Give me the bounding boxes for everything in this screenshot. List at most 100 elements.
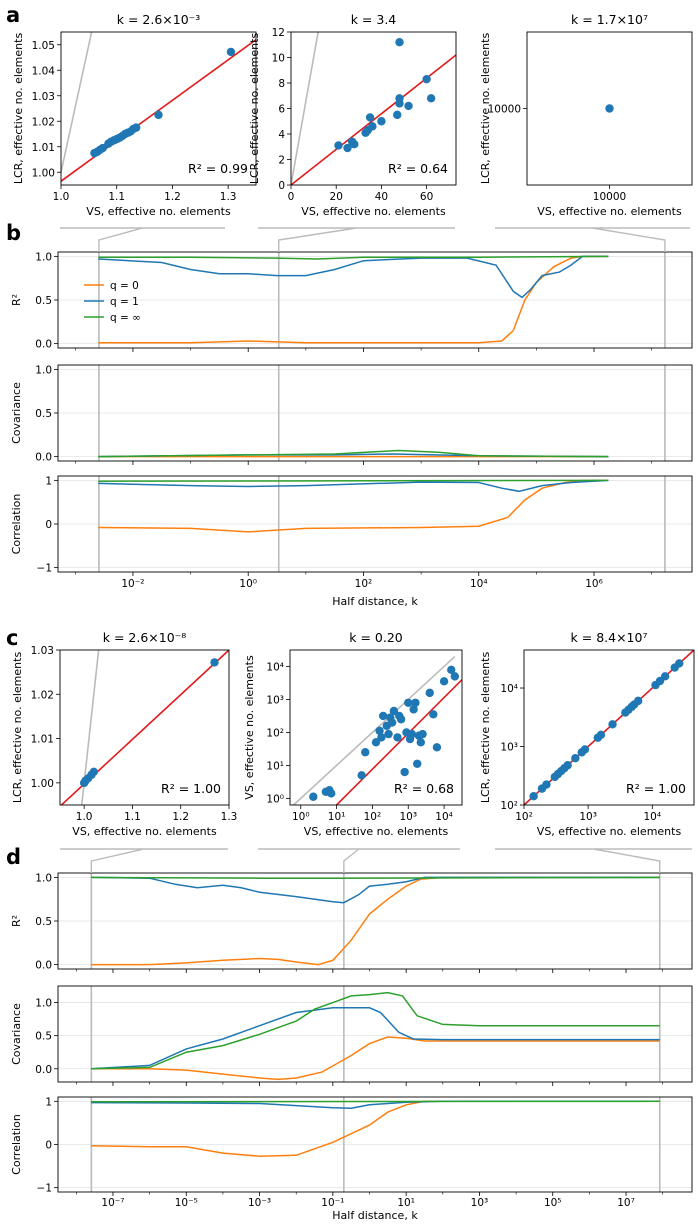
scatter-c1: 1.0 1.1 1.2 1.3 1.00 1.01 1.02 1.03 k = 2.6×10⁻⁸…: [11, 630, 237, 838]
data-point: [416, 738, 425, 747]
y-tick-label: 1.03: [31, 645, 54, 657]
data-point: [377, 733, 386, 742]
y-tick-label: 10⁴: [266, 661, 284, 673]
data-point: [422, 74, 431, 84]
identity-line: [291, 32, 319, 185]
y-tick-label: 1.00: [31, 778, 54, 790]
data-point: [334, 141, 343, 150]
x-tick-label: 10²: [515, 811, 533, 823]
scatter-a3: 10000 10000 k = 1.7×10⁷ VS, effective no. e…: [479, 12, 693, 218]
series-qinf: [98, 479, 609, 482]
data-point: [605, 104, 614, 113]
connector-bracket: [60, 848, 228, 873]
subplot-3: −1 0 1 Correlation: [10, 475, 693, 576]
r-squared-label: R² = 1.00: [161, 781, 221, 796]
scatter-a2: 0 20 40 60 0 2 4 6 8 10 12 k = 3.4 VS, effective no.…: [248, 12, 457, 218]
y-tick-label: 0.5: [35, 916, 52, 928]
y-tick-label: 10: [272, 53, 285, 65]
x-axis-label: VS, effective no. elements: [537, 205, 682, 218]
y-tick-label: 10¹: [266, 760, 284, 772]
y-axis-label: LCR, effective no. elements: [11, 652, 24, 804]
y-tick-label: 1: [45, 475, 52, 487]
axes-frame: [57, 985, 693, 1083]
series-qinf: [90, 991, 660, 1070]
data-point: [389, 706, 399, 716]
x-axis-label: VS, effective no. elements: [537, 825, 682, 838]
legend-label-q1: q = 1: [110, 296, 139, 308]
series-q1: [90, 876, 660, 904]
data-point: [396, 715, 406, 724]
y-tick-label: 1.02: [32, 116, 55, 128]
x-axis-label: VS, effective no. elements: [301, 205, 446, 218]
y-tick-label: 1.01: [32, 142, 55, 154]
y-tick-label: 10²: [500, 800, 518, 812]
x-tick-label: 10¹: [397, 1197, 415, 1209]
data-point: [378, 711, 388, 721]
data-point: [563, 761, 572, 770]
x-tick-label: 10⁰: [292, 811, 310, 823]
data-point: [542, 780, 551, 789]
y-axis-label: Covariance: [10, 382, 23, 444]
data-point: [660, 672, 670, 681]
subplot-2: 0.0 0.5 1.0 Covariance: [10, 985, 693, 1086]
data-point: [395, 38, 404, 47]
x-tick-label: 10000: [593, 191, 626, 203]
r-squared-label: R² = 1.00: [626, 781, 686, 796]
panel-label-a: a: [6, 3, 20, 27]
x-tick-label: 0: [288, 191, 295, 203]
series-qinf: [90, 876, 660, 879]
y-axis-label: Correlation: [10, 494, 23, 555]
data-point: [404, 698, 413, 707]
data-point: [154, 110, 163, 120]
y-tick-label: −1: [37, 563, 52, 575]
data-point: [418, 729, 427, 739]
y-tick-label: 0.0: [35, 960, 52, 972]
data-point: [393, 110, 402, 120]
x-tick-label: 60: [420, 191, 433, 203]
data-point: [368, 122, 377, 131]
subplot-1: 0.0 0.5 1.0 R²: [10, 251, 693, 352]
data-point: [309, 792, 318, 801]
connector-bracket: [258, 848, 460, 873]
data-point: [357, 771, 366, 780]
y-tick-label: 1.04: [32, 65, 56, 77]
data-point: [89, 767, 99, 776]
series-q1: [98, 255, 609, 299]
connector-bracket: [495, 848, 692, 873]
fit-line: [335, 679, 462, 805]
x-tick-label: 10⁻¹: [321, 1197, 344, 1209]
y-tick-label: 10³: [266, 694, 284, 706]
x-tick-label: 10⁻⁵: [175, 1197, 198, 1209]
legend-label-q0: q = 0: [110, 280, 139, 292]
plot-area: [293, 656, 462, 805]
series-qinf: [98, 449, 609, 458]
chart-title: k = 2.6×10⁻³: [117, 12, 201, 27]
axes-frame: [289, 649, 463, 806]
x-axis-label: VS, effective no. elements: [86, 205, 231, 218]
data-point: [411, 698, 420, 707]
data-point: [343, 143, 352, 153]
r-squared-label: R² = 0.68: [394, 781, 454, 796]
data-point: [400, 767, 409, 777]
x-tick-label: 10⁻³: [248, 1197, 271, 1209]
data-point: [375, 726, 384, 735]
y-tick-label: 0: [45, 1140, 52, 1152]
data-point: [447, 665, 456, 674]
x-tick-label: 10²: [364, 811, 382, 823]
y-tick-label: 10³: [500, 742, 518, 754]
axes-frame: [523, 649, 695, 806]
axes-frame: [60, 31, 257, 186]
data-point: [377, 117, 386, 126]
data-point: [426, 94, 436, 103]
plot-area: [605, 104, 614, 113]
data-point: [350, 140, 359, 149]
y-axis-label: Correlation: [10, 1114, 23, 1175]
data-point: [596, 730, 606, 740]
x-tick-label: 10³: [579, 811, 597, 823]
x-tick-label: 10⁻⁷: [101, 1197, 124, 1209]
connector-group: [60, 848, 692, 873]
scatter-a1: 1.0 1.1 1.2 1.3 1.00 1.01 1.02 1.03 1.04 1.05 k = …: [12, 12, 257, 218]
data-point: [425, 688, 434, 698]
chart-title: k = 2.6×10⁻⁸: [103, 630, 187, 645]
